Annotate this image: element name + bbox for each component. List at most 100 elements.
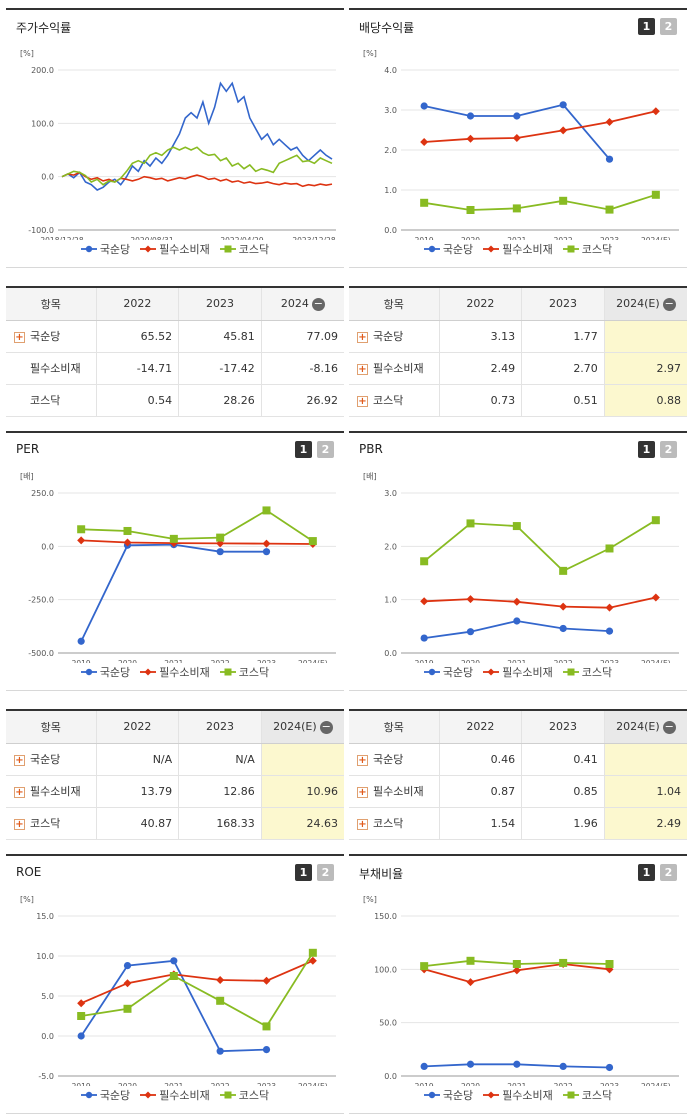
legend-item: 필수소비재 <box>483 1087 553 1103</box>
data-point <box>420 557 429 566</box>
y-tick-label: 1.0 <box>384 596 397 605</box>
series-line <box>424 110 657 143</box>
row-label: + 필수소비재 <box>349 775 439 808</box>
table-cell: 1.54 <box>438 807 522 840</box>
data-point <box>466 134 475 143</box>
x-tick-label: 2022 <box>554 236 573 240</box>
x-tick-label: 2021 <box>164 659 183 663</box>
column-header: 2022 <box>438 286 522 321</box>
x-tick-label: 2022/04/29 <box>220 236 263 240</box>
series-line <box>61 171 333 188</box>
page-2-button[interactable]: 2 <box>660 18 677 35</box>
table-cell: 0.85 <box>521 775 605 808</box>
expand-icon[interactable]: + <box>357 786 368 798</box>
page-1-button[interactable]: 1 <box>638 18 655 35</box>
y-tick-label: 100.0 <box>374 965 397 974</box>
data-point <box>651 593 660 602</box>
data-point <box>170 957 178 965</box>
expand-icon[interactable]: + <box>14 786 25 798</box>
data-point <box>605 965 614 974</box>
data-point <box>77 1012 86 1020</box>
data-point <box>512 966 521 975</box>
table-cell: 0.41 <box>521 743 605 776</box>
table-cell <box>603 320 687 353</box>
page-2-button[interactable]: 2 <box>660 864 677 881</box>
data-point <box>262 548 271 556</box>
table-cell: -8.16 <box>260 352 344 385</box>
table-row: + 국순당 0.46 0.41 <box>349 743 687 776</box>
table-row: + 코스닥 40.87 168.33 24.63 <box>6 807 344 840</box>
x-tick-label: 2022 <box>211 659 230 663</box>
data-point <box>466 519 475 528</box>
page-1-button[interactable]: 1 <box>295 441 312 458</box>
x-tick-label: 2023 <box>600 659 619 663</box>
data-point <box>169 539 178 548</box>
page-2-button[interactable]: 2 <box>317 864 334 881</box>
legend-item: 필수소비재 <box>483 241 553 257</box>
data-point <box>77 1032 85 1040</box>
data-point <box>605 603 614 612</box>
x-tick-label: 2023 <box>257 659 276 663</box>
series-line <box>81 952 314 1028</box>
legend-label: 코스닥 <box>581 1089 613 1102</box>
expand-icon[interactable]: + <box>357 331 368 343</box>
row-label: + 국순당 <box>6 743 96 776</box>
legend-marker-icon <box>483 245 500 253</box>
expand-icon[interactable]: + <box>357 395 368 407</box>
expand-icon[interactable]: + <box>14 331 25 343</box>
data-point <box>559 196 568 205</box>
roe-chart: [%]15.0 10.0 5.0 0.0 -5.0 2019 2020 2021 2022 202… <box>20 895 336 1086</box>
x-tick-label: 2020 <box>461 236 480 240</box>
data-point <box>77 637 85 645</box>
table-cell: 1.77 <box>521 320 605 353</box>
collapse-icon[interactable]: − <box>662 719 676 734</box>
series-3 <box>420 956 614 971</box>
data-point <box>262 539 271 548</box>
legend: 국순당 필수소비재 코스닥 <box>6 1087 344 1103</box>
x-tick-label: 2019 <box>72 659 91 663</box>
data-point <box>420 597 429 606</box>
data-point <box>262 506 271 515</box>
page-2-button[interactable]: 2 <box>660 441 677 458</box>
per-panel: PER 1 2 [배] 250.0 0.0 -250.0 -500.0 2019 2020 2… <box>6 431 344 691</box>
x-tick-label: 2020 <box>118 1082 137 1086</box>
collapse-icon[interactable]: − <box>662 296 676 311</box>
series-1 <box>420 1060 614 1072</box>
y-tick-label: 250.0 <box>31 489 54 498</box>
legend-marker-icon <box>80 668 97 676</box>
collapse-icon[interactable]: − <box>319 719 333 734</box>
collapse-icon[interactable]: − <box>311 296 325 311</box>
legend-label: 국순당 <box>99 666 131 679</box>
y-tick-label: -250.0 <box>28 596 54 605</box>
expand-icon[interactable]: + <box>357 363 368 375</box>
page-1-button[interactable]: 1 <box>638 864 655 881</box>
legend: 국순당 필수소비재 코스닥 <box>349 664 687 680</box>
row-label: + 필수소비재 <box>6 775 96 808</box>
expand-icon[interactable]: + <box>14 754 25 766</box>
data-point <box>466 978 475 987</box>
data-point <box>559 566 568 575</box>
y-tick-label: 10.0 <box>36 952 54 961</box>
table-cell: 28.26 <box>178 384 262 417</box>
unit-label: [%] <box>20 895 34 904</box>
series-3 <box>420 516 660 575</box>
legend-label: 코스닥 <box>581 666 613 679</box>
page-1-button[interactable]: 1 <box>638 441 655 458</box>
row-label: + 코스닥 <box>349 384 439 417</box>
page-2-button[interactable]: 2 <box>317 441 334 458</box>
expand-icon[interactable]: + <box>14 818 25 830</box>
data-point <box>513 112 521 120</box>
legend-label: 코스닥 <box>238 1089 270 1102</box>
data-point <box>605 544 614 553</box>
expand-icon[interactable]: + <box>357 754 368 766</box>
per-chart: [배] 250.0 0.0 -250.0 -500.0 2019 2020 2021 2022 2… <box>20 472 336 663</box>
unit-label: [%] <box>363 49 377 58</box>
expand-icon[interactable]: + <box>357 818 368 830</box>
data-point <box>651 190 660 199</box>
x-tick-label: 2024(E) <box>298 1082 328 1086</box>
table-row: + 필수소비재 13.79 12.86 10.96 <box>6 775 344 808</box>
table-cell: -14.71 <box>95 352 179 385</box>
table-cell: 1.04 <box>603 775 687 808</box>
page-1-button[interactable]: 1 <box>295 864 312 881</box>
table-cell: N/A <box>95 743 179 776</box>
